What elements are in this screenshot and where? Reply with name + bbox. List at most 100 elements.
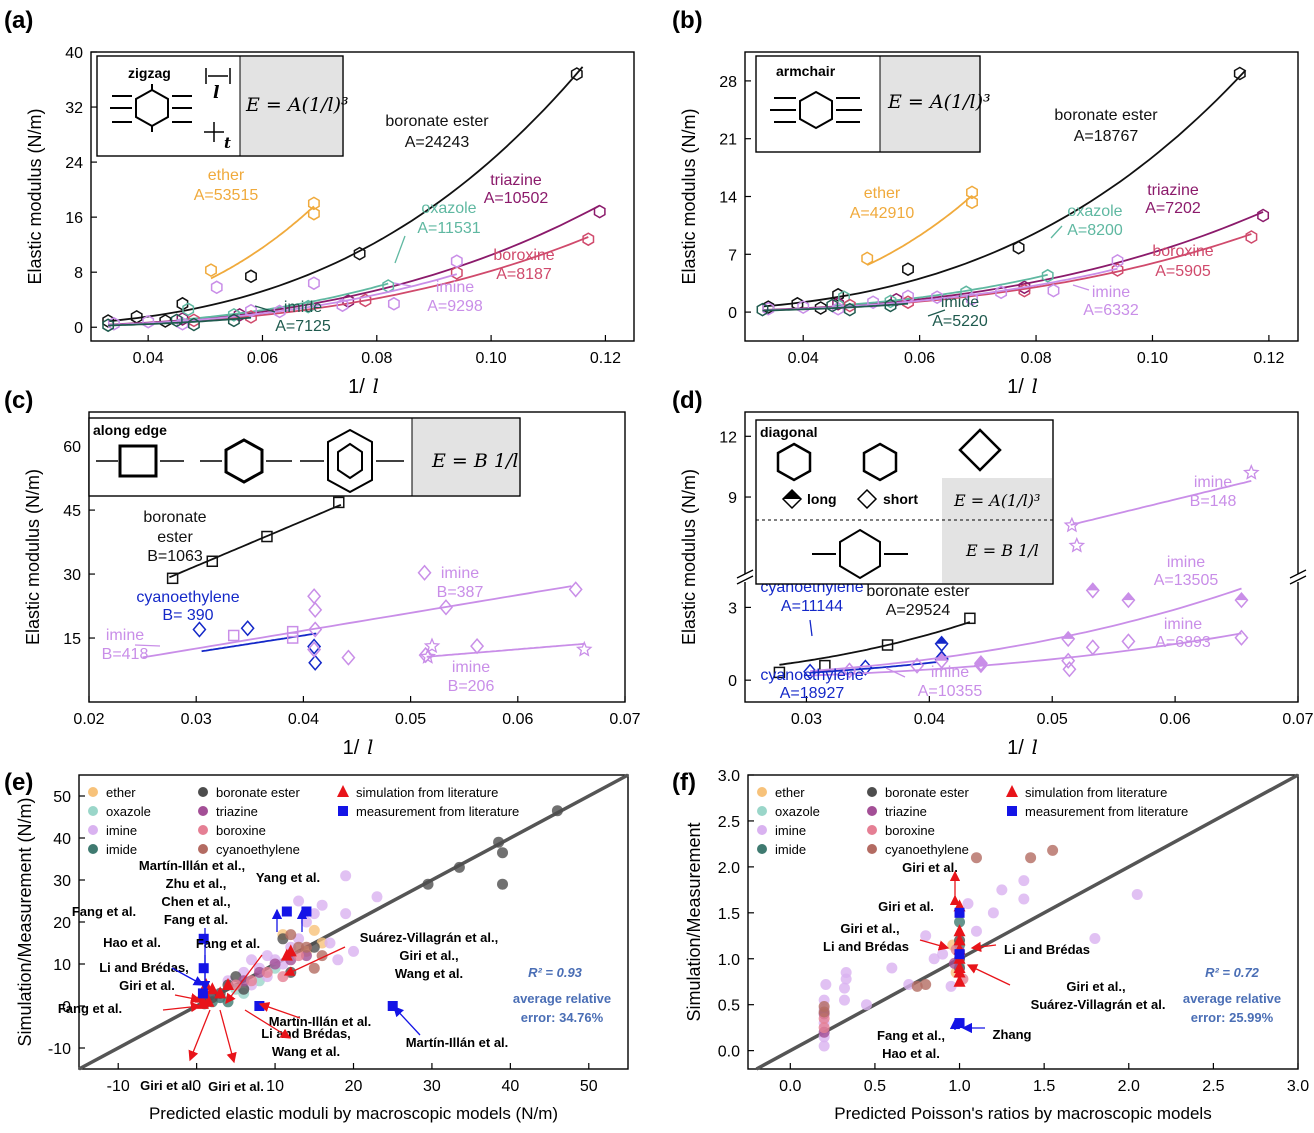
- x-tick-label: 0.03: [791, 711, 822, 728]
- reference-label-f: Fang et al.,: [877, 1028, 945, 1043]
- scatter-point: [818, 1022, 830, 1034]
- x-axis-label-l-2: l: [367, 735, 373, 759]
- series-annotation-b: A=6332: [1083, 302, 1139, 319]
- x-axis-label-0: 1/: [348, 376, 365, 398]
- data-point-imine: [575, 640, 593, 657]
- inset-a-formula: E = A(1/l)³: [245, 94, 349, 116]
- series-annotation-a: A=8187: [496, 266, 552, 283]
- legend-swatch: [867, 787, 877, 797]
- x-tick-label: 0.06: [502, 711, 533, 728]
- series-annotation-b: A=5220: [932, 313, 988, 330]
- y-axis-label-1: Elastic modulus (N/m): [679, 108, 699, 284]
- annotation-arrow: [809, 619, 813, 637]
- data-point-ether: [966, 195, 978, 210]
- data-point-imine: [308, 601, 323, 619]
- data-point-imine: [1047, 283, 1060, 298]
- data-point-boronate-ester: [333, 496, 345, 509]
- data-point-cyanoethylene: [192, 621, 207, 638]
- data-point-imide: [170, 313, 183, 328]
- x-tick-label: 2.0: [1118, 1078, 1140, 1095]
- legend-label: imide: [775, 842, 806, 857]
- meas-point: [954, 949, 965, 960]
- data-point-imine: [273, 304, 286, 319]
- y-axis-label-2: Elastic modulus (N/m): [23, 469, 43, 645]
- y-tick-label: 20: [53, 915, 71, 932]
- data-point-triazine: [176, 312, 189, 326]
- y-tick-label: 30: [63, 567, 81, 584]
- data-point-imine: [762, 301, 775, 316]
- reference-arrow-f: [966, 964, 1011, 986]
- data-point-boroxine: [1245, 230, 1258, 244]
- y-tick-label: 28: [719, 74, 737, 91]
- meas-point: [198, 933, 209, 944]
- data-point-boronate-ester: [166, 572, 179, 585]
- scatter-point: [453, 861, 465, 873]
- reference-label-e: Hao et al.: [103, 935, 161, 950]
- data-point-imine: [450, 254, 463, 269]
- data-point-imine: [307, 276, 320, 291]
- scatter-point: [838, 994, 850, 1006]
- inset-b-formula: E = A(1/l)³: [887, 91, 991, 113]
- scatter-point: [371, 891, 383, 903]
- data-point-imine: [286, 632, 299, 644]
- legend-label: oxazole: [775, 804, 820, 819]
- x-tick-label: 0.0: [779, 1078, 801, 1095]
- x-tick-label: 0.12: [1253, 350, 1284, 367]
- scatter-point: [497, 847, 509, 859]
- scatter-point: [820, 978, 832, 990]
- x-axis-label-4: Predicted elastic moduli by macroscopic …: [149, 1104, 558, 1123]
- data-point-oxazole: [182, 302, 195, 317]
- series-annotation-b: oxazole: [1067, 203, 1122, 220]
- data-point-d: [1068, 536, 1086, 553]
- reference-arrow-e: [244, 1009, 292, 1039]
- panel-letter-c: (c): [4, 387, 33, 414]
- series-annotation-a: A=24243: [405, 134, 470, 151]
- x-tick-label: 0.07: [1282, 711, 1313, 728]
- data-point-imine: [142, 314, 155, 329]
- y-tick-label: 21: [719, 132, 737, 149]
- x-tick-label: 0.04: [788, 350, 819, 367]
- fit-line-d: [810, 632, 1242, 677]
- reference-label-f: Giri et al.: [878, 899, 934, 914]
- reference-arrow-f: [919, 939, 950, 951]
- plot-frame-3: [744, 411, 1299, 703]
- meas-point: [301, 906, 312, 917]
- series-annotation-d: imine: [1167, 554, 1205, 571]
- y-tick-label: 3: [728, 600, 737, 617]
- x-tick-label: 0.03: [181, 711, 212, 728]
- data-point-imine: [336, 298, 349, 313]
- scatter-point: [838, 982, 850, 994]
- inset-c: along edge E = B 1/l: [88, 417, 521, 497]
- series-annotation-a: A=10502: [484, 190, 549, 207]
- data-point-imine: [227, 629, 240, 642]
- inset-a-title: zigzag: [128, 65, 171, 81]
- thickness-symbol-icon: [204, 122, 224, 142]
- data-point-imine: [1111, 254, 1124, 268]
- series-annotation-d: A=18927: [780, 685, 845, 702]
- x-tick-label: 0.04: [133, 350, 164, 367]
- x-tick-label: 0.5: [864, 1078, 886, 1095]
- plot-layer: 0.04 0.06 0.08 0.10 0.12 0 8 16 24 32 40 1/l Elastic…: [15, 45, 1314, 1123]
- series-annotation-d: imine: [931, 664, 969, 681]
- legend-swatch: [867, 825, 877, 835]
- data-point-boronate-ester: [1012, 240, 1025, 255]
- reference-label-e: Chen et al.,: [161, 894, 230, 909]
- y-tick-label: 32: [65, 100, 83, 117]
- data-point-cyanoethylene: [307, 638, 322, 655]
- identity-line: [78, 773, 629, 1071]
- data-point-d: [803, 663, 818, 680]
- legend-swatch: [867, 806, 877, 816]
- reference-arrow-e: [171, 967, 205, 986]
- series-annotation-d: A=6893: [1155, 634, 1211, 651]
- inset-d: diagonal long short E = A(1/l)³ E = B 1/…: [755, 419, 1054, 585]
- x-axis-label-l-3: l: [1032, 735, 1038, 759]
- legend-long-label: long: [807, 491, 837, 507]
- series-annotation-b: imine: [1092, 284, 1130, 301]
- y-tick-label: 10: [53, 957, 71, 974]
- data-point-imide: [826, 298, 839, 313]
- reference-label-e: Giri et al.: [140, 1078, 196, 1093]
- data-point-imide: [187, 317, 200, 332]
- y-tick-label: 0.5: [718, 998, 740, 1015]
- inset-a: zigzag l t E = A(1/l)³: [96, 55, 349, 157]
